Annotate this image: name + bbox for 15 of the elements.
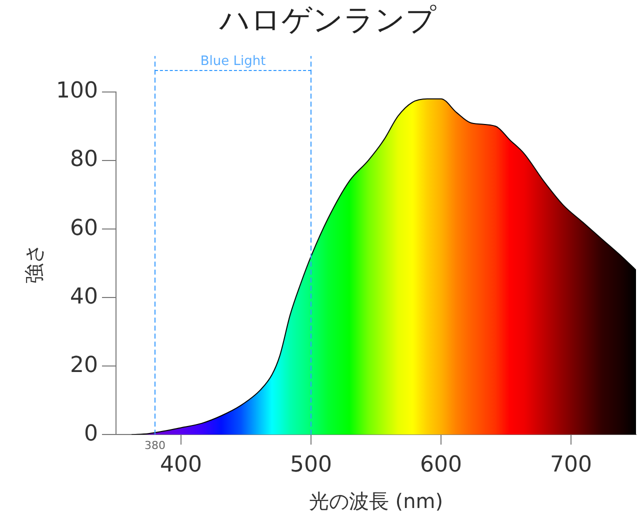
- chart-title: ハロゲンランプ: [218, 2, 436, 38]
- y-tick-label: 60: [70, 216, 98, 241]
- text: Blue Light: [200, 54, 266, 69]
- y-axis-title: 強さ: [22, 243, 46, 284]
- x-tick-label: 600: [420, 452, 462, 478]
- y-tick-label: 20: [70, 352, 98, 378]
- x-tick-label: 700: [550, 452, 592, 478]
- annotation: 380: [144, 438, 166, 452]
- x-tick-label: 400: [160, 452, 202, 478]
- y-tick-label: 40: [70, 284, 98, 310]
- y-tick-label: 80: [70, 147, 98, 172]
- y-tick-label: 0: [84, 421, 98, 446]
- x-axis-title: 光の波長 (nm): [308, 489, 444, 514]
- y-tick-label: 100: [56, 78, 98, 104]
- x-tick-label: 500: [290, 452, 332, 478]
